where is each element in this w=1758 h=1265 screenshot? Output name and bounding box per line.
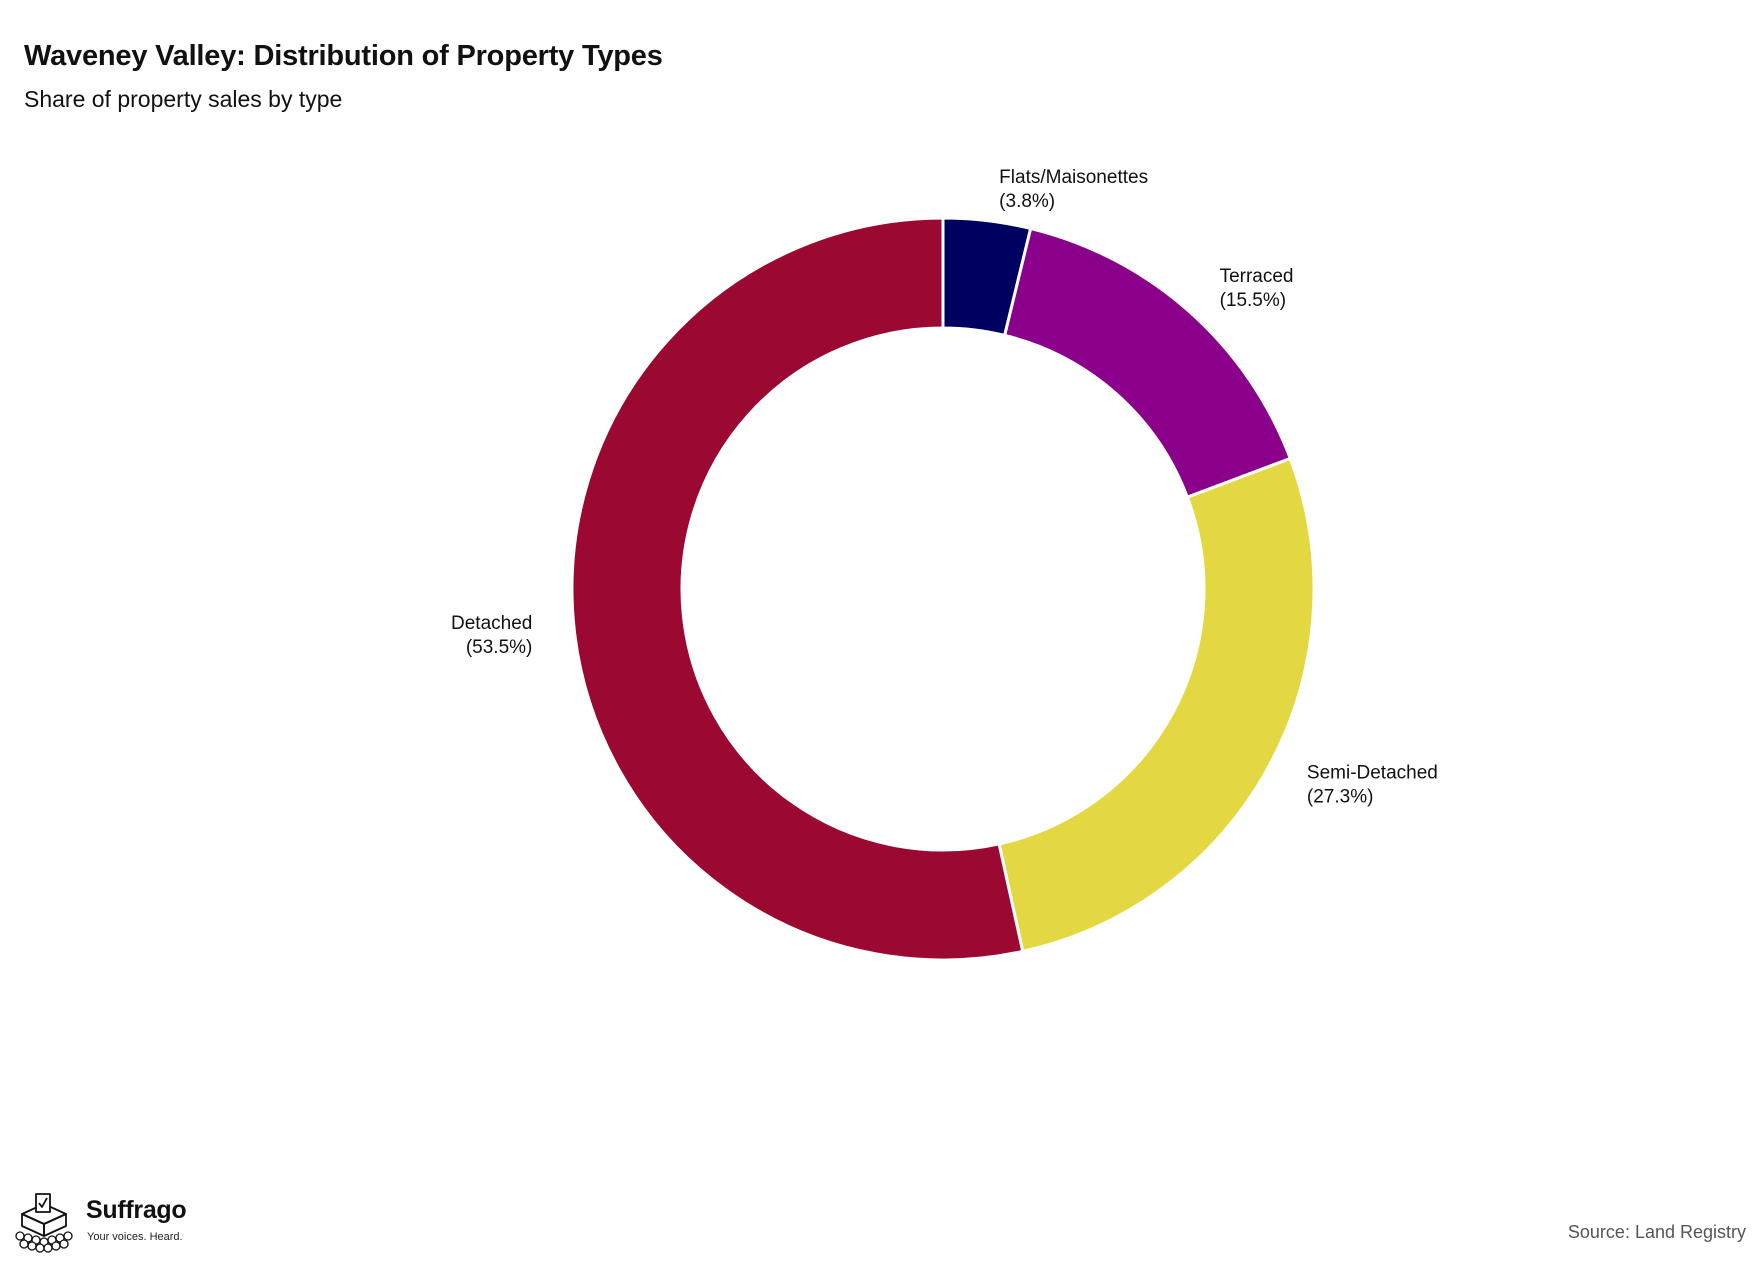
chart-title: Waveney Valley: Distribution of Property… <box>24 40 663 72</box>
slice-name-label: Detached <box>451 613 532 634</box>
brand-name: Suffrago <box>86 1196 187 1224</box>
slice-label-flats-maisonettes: Flats/Maisonettes (3.8%) <box>999 167 1148 212</box>
slice-value-label: (3.8%) <box>999 191 1055 212</box>
slice-value-label: (53.5%) <box>466 637 533 658</box>
slice-name-label: Terraced <box>1220 266 1294 287</box>
brand-tagline: Your voices. Heard. <box>87 1231 183 1243</box>
slice-label-terraced: Terraced (15.5%) <box>1220 266 1294 311</box>
chart-subtitle: Share of property sales by type <box>24 86 343 112</box>
slice-label-detached: Detached (53.5%) <box>451 613 532 658</box>
slice-value-label: (27.3%) <box>1307 786 1374 807</box>
brand-block: Suffrago Your voices. Heard. <box>14 1192 214 1253</box>
source-note: Source: Land Registry <box>1567 1222 1746 1242</box>
slice-label-semi-detached: Semi-Detached (27.3%) <box>1307 762 1438 807</box>
slice-semi-detached <box>997 456 1316 954</box>
slice-value-label: (15.5%) <box>1220 290 1287 311</box>
slice-name-label: Semi-Detached <box>1307 762 1438 783</box>
slice-name-label: Flats/Maisonettes <box>999 167 1148 188</box>
slice-detached <box>570 216 1025 962</box>
ballot-box-logo-icon <box>15 1193 73 1253</box>
